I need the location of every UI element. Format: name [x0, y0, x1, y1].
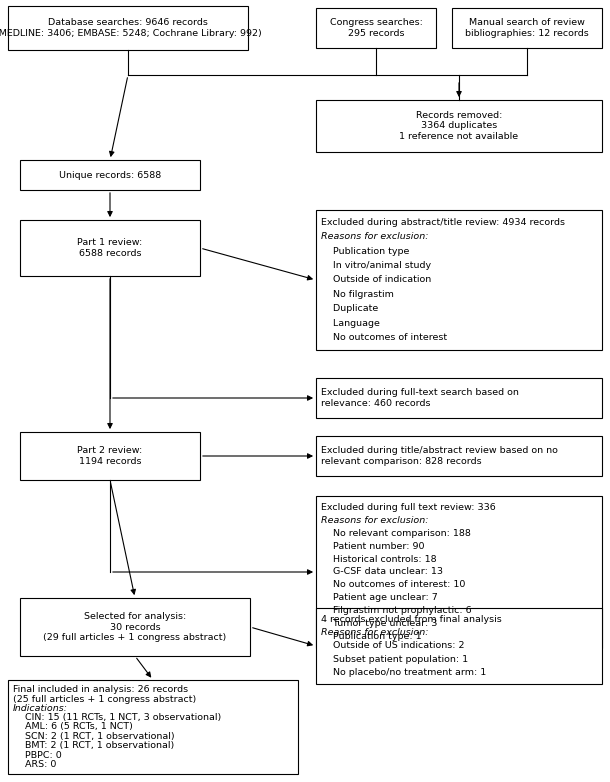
- Text: Publication type: 1: Publication type: 1: [321, 632, 422, 641]
- Text: No filgrastim: No filgrastim: [321, 290, 394, 299]
- Text: Outside of US indications: 2: Outside of US indications: 2: [321, 641, 464, 651]
- Text: PBPC: 0: PBPC: 0: [13, 751, 62, 759]
- Bar: [316, 100, 602, 152]
- Text: Selected for analysis:
30 records
(29 full articles + 1 congress abstract): Selected for analysis: 30 records (29 fu…: [43, 612, 227, 642]
- Bar: [316, 8, 436, 48]
- Text: Outside of indication: Outside of indication: [321, 275, 431, 285]
- Text: Manual search of review
bibliographies: 12 records: Manual search of review bibliographies: …: [465, 18, 589, 38]
- Text: Excluded during title/abstract review based on no
relevant comparison: 828 recor: Excluded during title/abstract review ba…: [321, 447, 558, 466]
- Text: Excluded during full-text search based on
relevance: 460 records: Excluded during full-text search based o…: [321, 389, 519, 407]
- Text: Database searches: 9646 records
(MEDLINE: 3406; EMBASE: 5248; Cochrane Library: : Database searches: 9646 records (MEDLINE…: [0, 18, 261, 38]
- Bar: [316, 496, 602, 648]
- Text: Records removed:
3364 duplicates
1 reference not available: Records removed: 3364 duplicates 1 refer…: [400, 111, 518, 141]
- Bar: [452, 8, 602, 48]
- Text: Duplicate: Duplicate: [321, 304, 378, 314]
- Bar: [20, 220, 200, 276]
- Bar: [316, 210, 602, 350]
- Text: No outcomes of interest: No outcomes of interest: [321, 333, 447, 343]
- Text: Historical controls: 18: Historical controls: 18: [321, 554, 437, 564]
- Bar: [316, 378, 602, 418]
- Text: SCN: 2 (1 RCT, 1 observational): SCN: 2 (1 RCT, 1 observational): [13, 732, 174, 741]
- Text: Subset patient population: 1: Subset patient population: 1: [321, 655, 468, 664]
- Bar: [316, 608, 602, 684]
- Text: AML: 6 (5 RCTs, 1 NCT): AML: 6 (5 RCTs, 1 NCT): [13, 723, 133, 731]
- Text: Reasons for exclusion:: Reasons for exclusion:: [321, 516, 428, 525]
- Text: In vitro/animal study: In vitro/animal study: [321, 261, 431, 270]
- Text: G-CSF data unclear: 13: G-CSF data unclear: 13: [321, 568, 443, 576]
- Text: Patient age unclear: 7: Patient age unclear: 7: [321, 594, 438, 602]
- Text: Excluded during abstract/title review: 4934 records: Excluded during abstract/title review: 4…: [321, 217, 565, 227]
- Bar: [8, 680, 298, 774]
- Text: Language: Language: [321, 319, 380, 328]
- Bar: [316, 436, 602, 476]
- Text: Final included in analysis: 26 records: Final included in analysis: 26 records: [13, 685, 188, 694]
- Text: No placebo/no treatment arm: 1: No placebo/no treatment arm: 1: [321, 668, 486, 677]
- Text: No outcomes of interest: 10: No outcomes of interest: 10: [321, 580, 465, 590]
- Text: Indications:: Indications:: [13, 704, 68, 713]
- Text: Excluded during full text review: 336: Excluded during full text review: 336: [321, 503, 496, 512]
- Text: Part 1 review:
6588 records: Part 1 review: 6588 records: [77, 239, 143, 258]
- Text: ARS: 0: ARS: 0: [13, 760, 56, 769]
- Text: Part 2 review:
1194 records: Part 2 review: 1194 records: [77, 447, 143, 466]
- Text: CIN: 15 (11 RCTs, 1 NCT, 3 observational): CIN: 15 (11 RCTs, 1 NCT, 3 observational…: [13, 713, 221, 722]
- Bar: [20, 160, 200, 190]
- Text: Publication type: Publication type: [321, 246, 409, 256]
- Bar: [8, 6, 248, 50]
- Text: Patient number: 90: Patient number: 90: [321, 542, 425, 551]
- Text: Unique records: 6588: Unique records: 6588: [59, 170, 161, 180]
- Text: Tumor type unclear: 3: Tumor type unclear: 3: [321, 619, 437, 628]
- Text: No relevant comparison: 188: No relevant comparison: 188: [321, 529, 471, 538]
- Text: Reasons for exclusion:: Reasons for exclusion:: [321, 628, 428, 637]
- Text: 4 records excluded from final analysis: 4 records excluded from final analysis: [321, 615, 502, 624]
- Bar: [20, 432, 200, 480]
- Bar: [20, 598, 250, 656]
- Text: Congress searches:
295 records: Congress searches: 295 records: [329, 18, 423, 38]
- Text: Filgrastim not prophylactic: 6: Filgrastim not prophylactic: 6: [321, 606, 472, 615]
- Text: (25 full articles + 1 congress abstract): (25 full articles + 1 congress abstract): [13, 694, 196, 704]
- Text: BMT: 2 (1 RCT, 1 observational): BMT: 2 (1 RCT, 1 observational): [13, 741, 174, 750]
- Text: Reasons for exclusion:: Reasons for exclusion:: [321, 232, 428, 241]
